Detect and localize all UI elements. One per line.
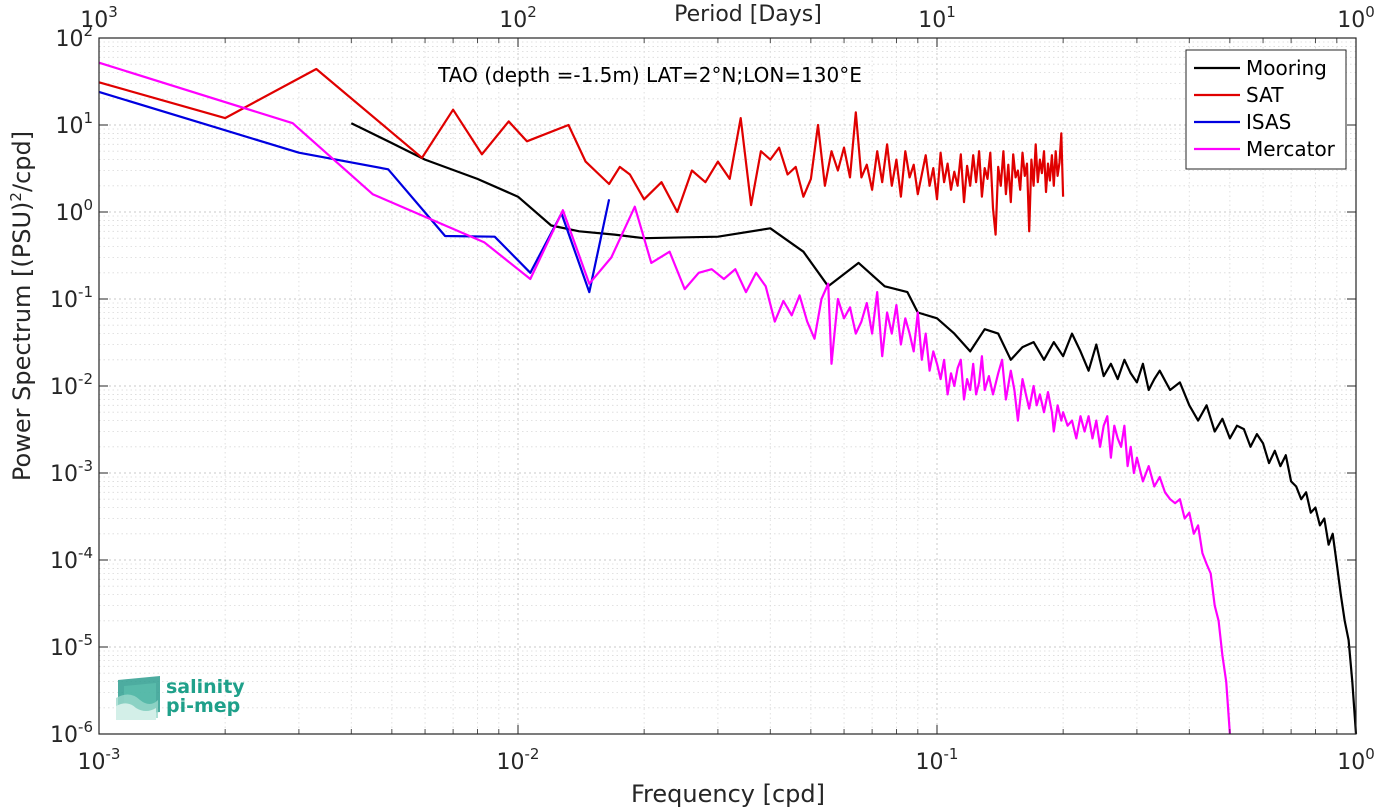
x-tick-label: 100 xyxy=(1337,745,1375,775)
y-tick-label: 10-4 xyxy=(50,544,93,574)
x2-tick-label: 100 xyxy=(1337,3,1375,33)
y-tick-label: 10-1 xyxy=(50,283,93,313)
legend-label-sat: SAT xyxy=(1246,83,1284,107)
series-line-isas xyxy=(98,90,611,294)
legend-label-mercator: Mercator xyxy=(1246,137,1336,161)
legend-label-mooring: Mooring xyxy=(1246,56,1327,80)
x-tick-label: 10-1 xyxy=(916,745,959,775)
logo-text-line1: salinity xyxy=(166,676,245,698)
y-tick-label: 10-5 xyxy=(50,631,93,661)
y-tick-label: 102 xyxy=(55,22,93,52)
x2-axis-label: Period [Days] xyxy=(674,2,822,27)
series-line-mooring xyxy=(350,122,1358,735)
legend: Mooring SAT ISAS Mercator xyxy=(1185,49,1347,170)
series-line-sat xyxy=(98,67,1065,236)
y-tick-label: 100 xyxy=(55,196,93,226)
y-tick-label: 10-3 xyxy=(50,457,93,487)
x-tick-label: 10-2 xyxy=(497,745,540,775)
x2-tick-label: 103 xyxy=(80,3,118,33)
y-axis-label-suffix: /cpd] xyxy=(8,131,36,192)
series-lines xyxy=(98,61,1358,735)
x2-tick-label: 102 xyxy=(499,3,537,33)
x-tick-label: 10-3 xyxy=(78,745,121,775)
legend-label-isas: ISAS xyxy=(1246,110,1291,134)
y-tick-label: 10-2 xyxy=(50,370,93,400)
y-axis-label: Power Spectrum [(PSU)2/cpd] xyxy=(7,131,36,481)
series-line-mercator xyxy=(98,61,1231,735)
y-tick-label: 10-6 xyxy=(50,718,93,748)
y-axis-label-prefix: Power Spectrum [(PSU) xyxy=(8,202,36,481)
chart-title: TAO (depth =-1.5m) LAT=2°N;LON=130°E xyxy=(437,63,862,87)
y-tick-label: 101 xyxy=(55,109,93,139)
x2-tick-label: 101 xyxy=(918,3,956,33)
x-axis-label: Frequency [cpd] xyxy=(631,780,825,808)
logo-text-line2: pi-mep xyxy=(166,695,240,717)
y-axis-label-superscript: 2 xyxy=(7,192,25,202)
salinity-pi-mep-logo: salinity pi-mep xyxy=(116,676,245,720)
